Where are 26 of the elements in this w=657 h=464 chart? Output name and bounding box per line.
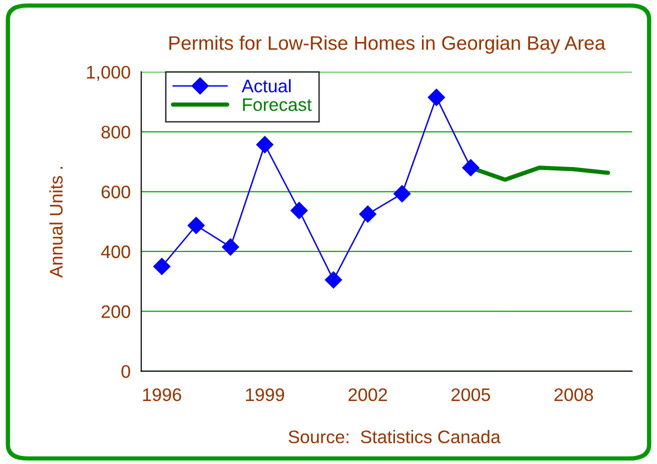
- legend-label: Actual: [242, 79, 291, 92]
- y-tick-label: 600: [102, 186, 130, 198]
- point: [428, 88, 445, 106]
- point: [256, 136, 274, 154]
- point: [290, 202, 308, 220]
- source-note: Source: Statistics Canada: [288, 430, 501, 444]
- y-tick-label: 200: [102, 305, 130, 318]
- point: [462, 159, 480, 176]
- point: [188, 216, 205, 234]
- point: [394, 185, 411, 202]
- y-tick-label: 400: [101, 245, 130, 258]
- point: [324, 271, 342, 288]
- chart-title: Permits for Low-Rise Homes in Georgian Bay Area: [169, 36, 606, 54]
- x-tick-label: 2008: [554, 388, 593, 402]
- point: [222, 238, 240, 256]
- x-tick-label: 1999: [246, 388, 284, 402]
- y-tick-label: 1,000: [87, 66, 130, 81]
- y-tick-label: 0: [122, 365, 130, 378]
- x-tick-label: 2002: [348, 388, 387, 402]
- x-tick-label: 2005: [452, 388, 490, 402]
- legend-label: Forecast: [243, 98, 312, 112]
- y-tick-label: 800: [102, 126, 130, 138]
- point: [359, 206, 376, 223]
- y-axis-title: Annual Units .: [49, 167, 63, 278]
- point: [153, 258, 170, 276]
- x-tick-label: 1996: [143, 388, 182, 402]
